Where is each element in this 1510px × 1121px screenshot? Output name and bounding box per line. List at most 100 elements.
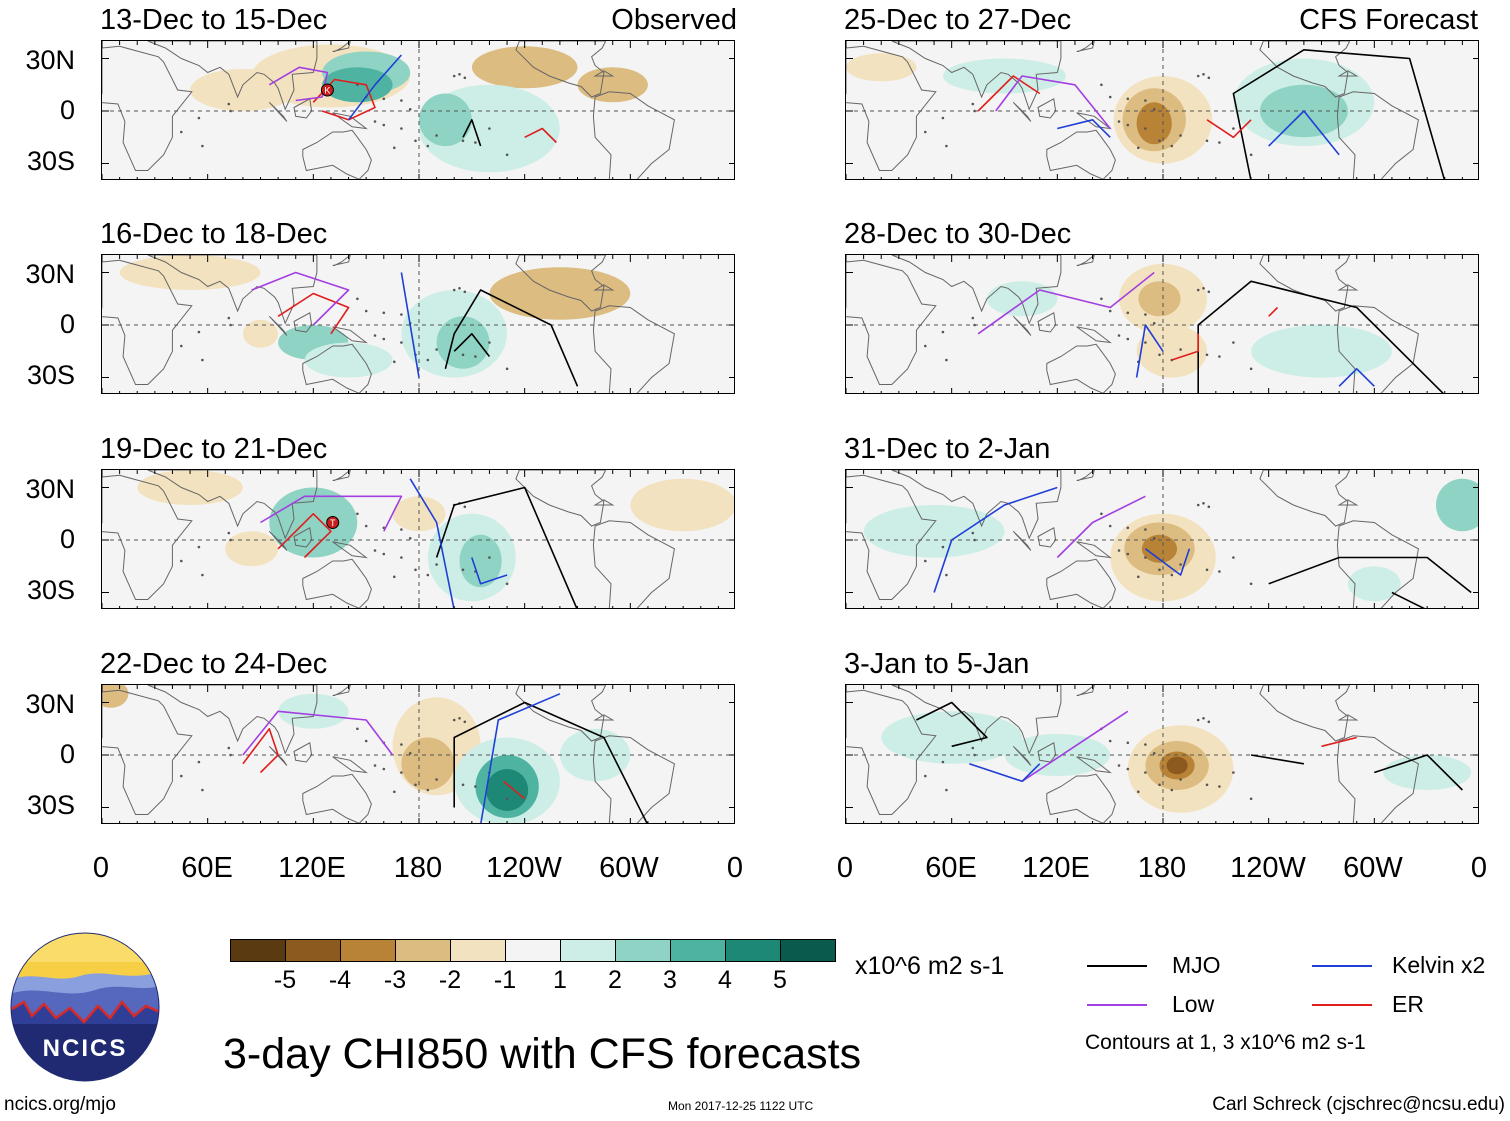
island <box>971 531 975 535</box>
island <box>474 141 477 144</box>
coastline <box>302 773 372 823</box>
lat-label-30s: 30S <box>26 790 75 820</box>
enhanced-anomaly <box>459 534 502 588</box>
coastline <box>332 255 351 266</box>
coastline <box>293 312 313 333</box>
coastline <box>1076 326 1112 344</box>
lon-label-0: 0 <box>92 852 110 884</box>
legend-label-low: Low <box>1172 991 1215 1017</box>
coastline <box>102 45 193 171</box>
coastline <box>1037 98 1057 119</box>
island <box>971 102 975 106</box>
colorbar-swatch <box>615 939 671 962</box>
coastline <box>1076 756 1112 774</box>
kelvin-contour <box>969 763 1041 783</box>
island <box>1170 573 1174 577</box>
coastline <box>846 689 937 815</box>
island <box>924 774 927 778</box>
island <box>400 556 403 559</box>
er-contour <box>502 780 526 800</box>
suppressed-anomaly <box>137 470 243 505</box>
coastline <box>592 520 675 608</box>
enhanced-anomaly <box>269 487 358 558</box>
island <box>197 330 201 334</box>
map-canvas <box>846 470 1478 608</box>
map-panel-3: T <box>101 469 735 609</box>
coastline <box>592 305 675 393</box>
lon-label-0-east: 0 <box>726 852 744 884</box>
island <box>393 146 396 150</box>
coastline <box>332 470 351 481</box>
low-contour <box>977 271 1155 335</box>
map-canvas <box>846 685 1478 823</box>
island <box>1205 353 1209 357</box>
island <box>1144 99 1147 102</box>
panel-title-1: 13-Dec to 15-Dec <box>100 4 328 36</box>
island <box>1108 739 1112 743</box>
map-panel-6 <box>845 254 1479 394</box>
island <box>1144 341 1147 344</box>
coastline <box>515 685 607 742</box>
colorbar-swatch <box>230 939 286 962</box>
island <box>463 76 467 80</box>
panel-title-7: 31-Dec to 2-Jan <box>844 433 1051 465</box>
coastline <box>1076 685 1095 696</box>
map-canvas: K <box>102 41 734 179</box>
island <box>452 74 456 78</box>
low-contour <box>268 66 329 102</box>
lat-label-30s: 30S <box>26 146 75 176</box>
lon-label-0-east: 0 <box>1470 852 1488 884</box>
coastline <box>1012 101 1032 122</box>
enhanced-anomaly <box>1436 478 1478 532</box>
island <box>373 120 377 123</box>
island <box>1144 528 1147 531</box>
map-panel-1: K <box>101 40 735 180</box>
mjo-contour <box>1250 754 1305 765</box>
suppressed-anomaly <box>1166 756 1188 775</box>
island <box>1207 76 1211 80</box>
lon-label-120w: 120W <box>1230 852 1306 884</box>
lon-label-120e: 120E <box>1022 852 1090 884</box>
low-contour <box>995 75 1111 130</box>
island <box>435 134 438 137</box>
coastline <box>891 685 1062 755</box>
enhanced-anomaly <box>863 505 1005 558</box>
island <box>227 531 231 535</box>
lat-label-30n: 30N <box>25 45 75 75</box>
kelvin-contour <box>409 478 455 608</box>
coastline <box>1259 255 1351 312</box>
legend-label-er: ER <box>1392 991 1424 1017</box>
island <box>1126 552 1130 556</box>
coastline <box>102 259 193 385</box>
coastline <box>102 474 193 600</box>
mjo-contour <box>1232 49 1446 179</box>
suppressed-anomaly <box>471 46 578 89</box>
lon-label-180: 180 <box>393 852 443 884</box>
enhanced-anomaly <box>942 58 1067 94</box>
island <box>364 309 368 313</box>
mjo-contour <box>1374 754 1463 791</box>
cfs-forecast-label: CFS Forecast <box>1299 4 1478 36</box>
island <box>414 783 417 787</box>
coastline <box>1337 70 1359 77</box>
mjo-contour <box>453 701 648 823</box>
enhanced-anomaly <box>278 693 349 729</box>
island <box>435 778 438 781</box>
island <box>452 288 456 292</box>
ncics-logo-text: NCICS <box>42 1035 128 1062</box>
kelvin-contour <box>400 272 420 378</box>
coastline <box>1046 129 1116 179</box>
lon-label-60w: 60W <box>1343 852 1403 884</box>
island <box>197 116 201 120</box>
island <box>461 568 465 572</box>
lon-label-180: 180 <box>1137 852 1187 884</box>
panel-title-2: 16-Dec to 18-Dec <box>100 218 328 250</box>
suppressed-anomaly <box>1141 534 1178 563</box>
kelvin-contour <box>1144 548 1191 576</box>
panel-title-8: 3-Jan to 5-Jan <box>844 648 1030 680</box>
kelvin-contour <box>1057 119 1111 138</box>
low-contour <box>1056 495 1146 559</box>
island <box>458 73 461 76</box>
island <box>1196 503 1200 507</box>
coastline <box>1259 685 1351 742</box>
